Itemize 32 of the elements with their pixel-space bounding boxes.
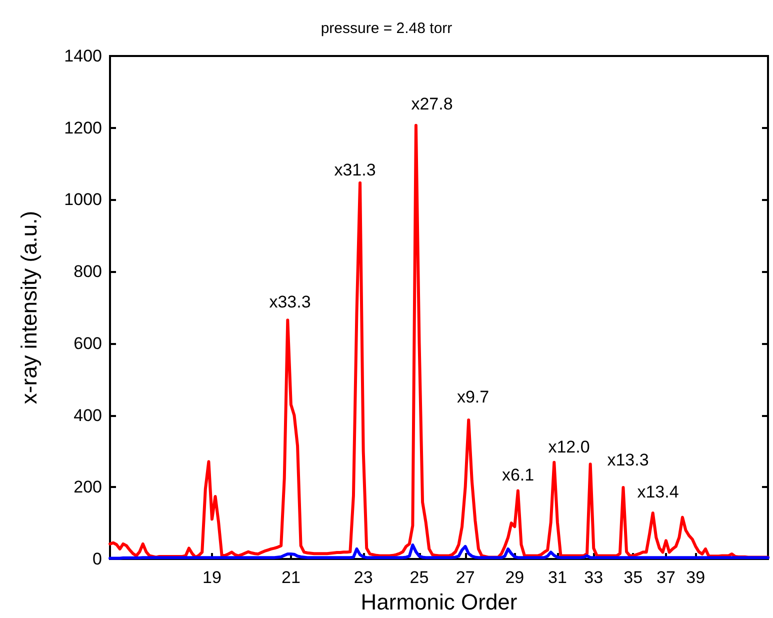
x-axis-title: Harmonic Order	[360, 590, 518, 614]
x-tick-label: 31	[548, 568, 567, 587]
x-tick-label: 33	[584, 568, 604, 587]
line-series	[108, 543, 770, 560]
annotation: x13.4	[637, 482, 679, 502]
y-tick-label: 1000	[64, 190, 102, 210]
annotation: x33.3	[269, 292, 311, 312]
annotation: x27.8	[411, 94, 453, 114]
annotation: x6.1	[502, 466, 534, 484]
y-tick-label: 800	[74, 262, 102, 282]
y-tick-label: 1200	[64, 118, 102, 138]
x-tick-label: 39	[686, 568, 706, 587]
y-tick-label: 1400	[64, 46, 102, 66]
y-axis-title: x-ray intensity (a.u.)	[16, 210, 42, 404]
x-tick-label: 23	[354, 568, 373, 587]
x-tick-label: 27	[456, 568, 475, 587]
annotation: x31.3	[334, 160, 376, 180]
y-tick-label: 400	[74, 406, 102, 425]
annotation: x13.3	[607, 450, 649, 470]
annotation: x12.0	[548, 438, 590, 456]
chart-title: pressure = 2.48 torr	[320, 20, 452, 37]
y-tick-label: 600	[74, 334, 102, 353]
y-tick-label: 0	[92, 550, 102, 568]
x-tick-label: 21	[281, 568, 300, 587]
x-tick-label: 37	[656, 568, 676, 587]
y-tick-label: 200	[74, 478, 102, 497]
x-tick-label: 25	[410, 568, 429, 587]
x-tick-label: 35	[624, 568, 643, 587]
line-series	[108, 124, 770, 559]
x-tick-label: 29	[505, 568, 524, 587]
annotation: x9.7	[456, 388, 490, 406]
x-tick-label: 19	[202, 568, 222, 587]
